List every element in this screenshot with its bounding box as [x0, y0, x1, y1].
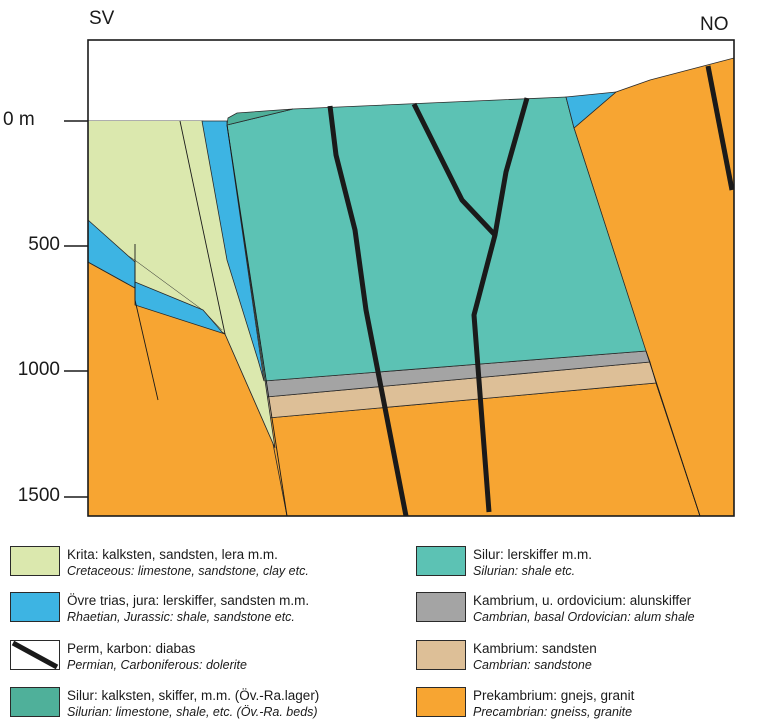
legend-label-sv: Krita: kalksten, sandsten, lera m.m.: [67, 547, 278, 562]
legend-label-en: Rhaetian, Jurassic: shale, sandstone etc…: [67, 610, 295, 624]
legend-label-en: Permian, Carboniferous: dolerite: [67, 658, 247, 672]
legend-swatch-dolerite: [10, 640, 60, 670]
dolerite-dyke: [411, 102, 497, 237]
legend-label-en: Silurian: limestone, shale, etc. (Öv.-Ra…: [67, 705, 318, 719]
legend-swatch-silurian-shale: [416, 546, 466, 576]
legend-item-rhaetian-jurassic: Övre trias, jura: lerskiffer, sandsten m…: [10, 592, 410, 632]
legend-label-sv: Prekambrium: gnejs, granit: [473, 688, 635, 703]
legend-item-alum-shale: Kambrium, u. ordovicium: alunskiffer Cam…: [416, 592, 756, 632]
dolerite-dyke: [471, 97, 530, 513]
fault-line: [179, 120, 226, 335]
depth-label-1000: 1000: [17, 359, 60, 380]
legend-item-precambrian: Prekambrium: gnejs, granit Precambrian: …: [416, 687, 756, 727]
legend-swatch-alum-shale: [416, 592, 466, 622]
depth-label-500: 500: [28, 234, 60, 255]
fault-line: [226, 124, 288, 517]
legend-label-sv: Kambrium, u. ordovicium: alunskiffer: [473, 593, 692, 608]
legend-label-en: Precambrian: gneiss, granite: [473, 705, 633, 719]
legend-label-sv: Övre trias, jura: lerskiffer, sandsten m…: [67, 593, 310, 608]
legend-label-en: Cambrian: sandstone: [473, 658, 592, 672]
legend-item-cretaceous: Krita: kalksten, sandsten, lera m.m. Cre…: [10, 546, 410, 586]
legend-item-cambrian-sandstone: Kambrium: sandsten Cambrian: sandstone: [416, 640, 756, 680]
section-frame: [87, 39, 735, 517]
legend-item-dolerite: Perm, karbon: diabas Permian, Carbonifer…: [10, 640, 410, 680]
dolerite-dyke: [327, 105, 409, 517]
legend-label-sv: Silur: lerskiffer m.m.: [473, 547, 593, 562]
fault-line: [645, 350, 701, 517]
legend-swatch-silurian-limestone: [10, 687, 60, 717]
legend-item-silurian-limestone: Silur: kalksten, skiffer, m.m. (Öv.-Ra.l…: [10, 687, 410, 727]
legend-swatch-cambrian-sandstone: [416, 640, 466, 670]
depth-tick-marks: [64, 120, 88, 498]
rhaetian-jurassic-band-fault: [201, 120, 265, 382]
legend-label-sv: Silur: kalksten, skiffer, m.m. (Öv.-Ra.l…: [67, 688, 320, 703]
legend-label-en: Silurian: shale etc.: [473, 564, 576, 578]
legend-swatch-precambrian: [416, 687, 466, 717]
legend-swatch-cretaceous: [10, 546, 60, 576]
fault-lines: [134, 120, 701, 517]
legend-label-sv: Kambrium: sandsten: [473, 641, 597, 656]
direction-label-no: NO: [700, 14, 729, 35]
legend-item-silurian-shale: Silur: lerskiffer m.m. Silurian: shale e…: [416, 546, 756, 586]
depth-label-1500: 1500: [17, 485, 60, 506]
legend-label-en: Cambrian, basal Ordovician: alum shale: [473, 610, 695, 624]
legend-label-en: Cretaceous: limestone, sandstone, clay e…: [67, 564, 309, 578]
fault-line: [134, 299, 159, 401]
depth-label-0: 0 m: [3, 109, 35, 130]
legend-swatch-rhaetian-jurassic: [10, 592, 60, 622]
legend-label-sv: Perm, karbon: diabas: [67, 641, 196, 656]
direction-label-sv: SV: [89, 8, 115, 29]
dolerite-dyke: [705, 65, 735, 191]
rhaetian-jurassic-band-east: [565, 91, 618, 129]
cretaceous-upper-fill: [88, 121, 227, 330]
dolerite-dykes: [327, 65, 735, 517]
